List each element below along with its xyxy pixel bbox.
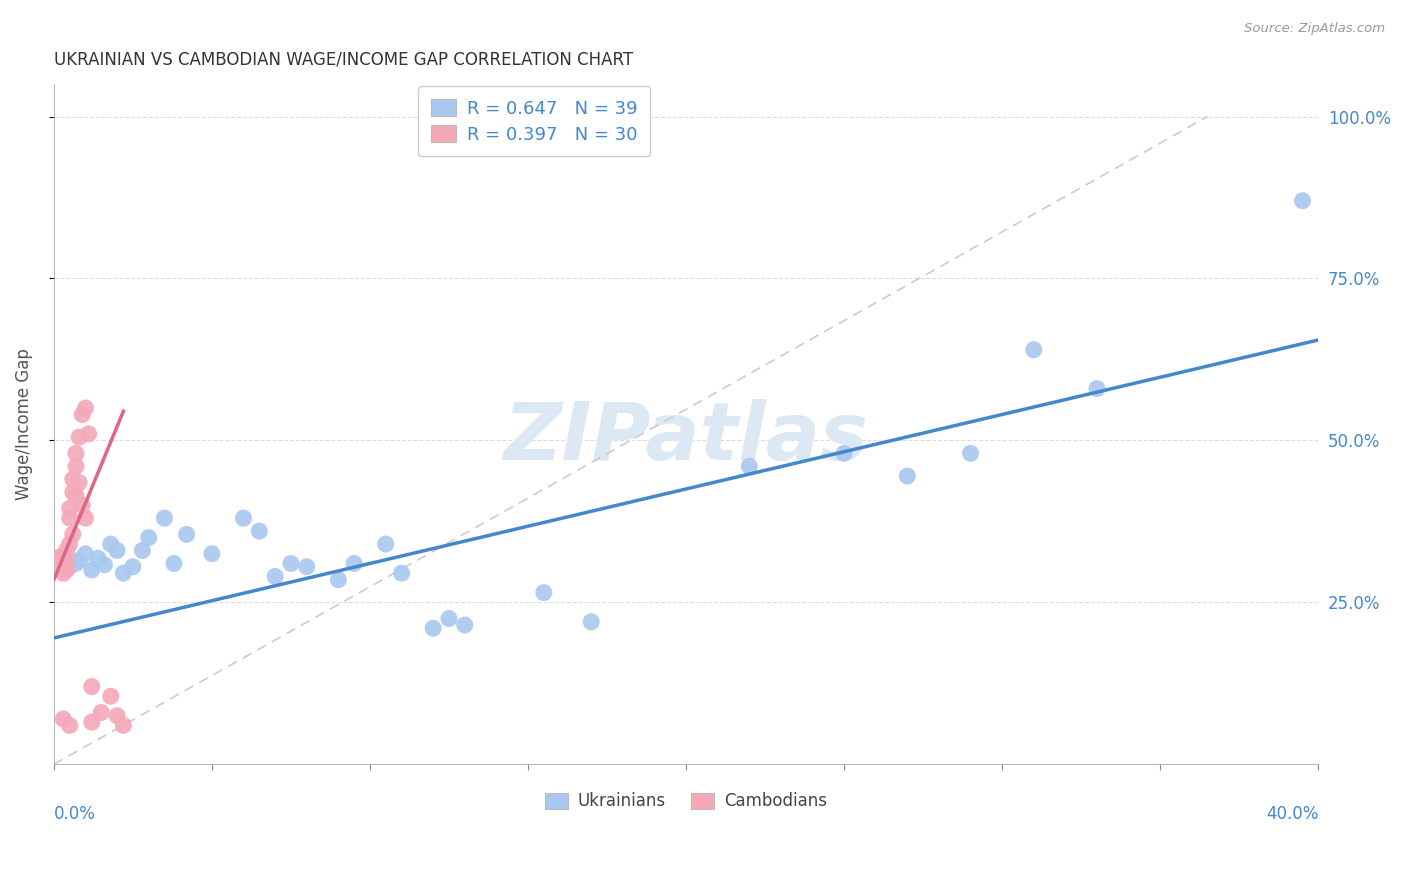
Point bbox=[67, 475, 90, 490]
Point bbox=[533, 585, 555, 599]
Point bbox=[280, 557, 302, 571]
Text: UKRAINIAN VS CAMBODIAN WAGE/INCOME GAP CORRELATION CHART: UKRAINIAN VS CAMBODIAN WAGE/INCOME GAP C… bbox=[53, 51, 633, 69]
Point bbox=[55, 543, 77, 558]
Point bbox=[77, 426, 100, 441]
Point bbox=[59, 501, 82, 516]
Point bbox=[67, 430, 90, 444]
Point bbox=[153, 511, 176, 525]
Point bbox=[55, 553, 77, 567]
Point bbox=[454, 618, 477, 632]
Point bbox=[295, 559, 318, 574]
Point bbox=[896, 469, 918, 483]
Point bbox=[80, 715, 103, 730]
Point bbox=[105, 708, 128, 723]
Text: ZIPatlas: ZIPatlas bbox=[503, 399, 869, 477]
Point bbox=[100, 690, 122, 704]
Point bbox=[62, 485, 84, 500]
Point bbox=[232, 511, 254, 525]
Point bbox=[112, 718, 135, 732]
Point bbox=[75, 511, 97, 525]
Point bbox=[80, 680, 103, 694]
Point bbox=[65, 557, 87, 571]
Point bbox=[59, 511, 82, 525]
Point bbox=[87, 551, 110, 566]
Point bbox=[579, 615, 602, 629]
Point bbox=[52, 559, 75, 574]
Text: 40.0%: 40.0% bbox=[1265, 805, 1319, 823]
Point bbox=[67, 553, 90, 567]
Point bbox=[52, 712, 75, 726]
Point bbox=[738, 459, 761, 474]
Point bbox=[105, 543, 128, 558]
Point bbox=[65, 459, 87, 474]
Point bbox=[80, 563, 103, 577]
Text: Source: ZipAtlas.com: Source: ZipAtlas.com bbox=[1244, 22, 1385, 36]
Point bbox=[391, 566, 413, 581]
Point bbox=[90, 706, 112, 720]
Point bbox=[374, 537, 396, 551]
Point bbox=[1291, 194, 1313, 208]
Point bbox=[121, 559, 143, 574]
Point bbox=[59, 559, 82, 574]
Point bbox=[75, 547, 97, 561]
Point bbox=[832, 446, 855, 460]
Point bbox=[131, 543, 153, 558]
Point bbox=[264, 569, 287, 583]
Point bbox=[49, 549, 72, 564]
Point bbox=[75, 401, 97, 415]
Legend: Ukrainians, Cambodians: Ukrainians, Cambodians bbox=[538, 786, 834, 817]
Point bbox=[55, 563, 77, 577]
Point bbox=[52, 549, 75, 564]
Point bbox=[176, 527, 198, 541]
Point bbox=[65, 446, 87, 460]
Point bbox=[163, 557, 186, 571]
Point bbox=[72, 408, 94, 422]
Point bbox=[343, 557, 366, 571]
Point bbox=[59, 718, 82, 732]
Point bbox=[72, 498, 94, 512]
Point bbox=[138, 531, 160, 545]
Y-axis label: Wage/Income Gap: Wage/Income Gap bbox=[15, 348, 32, 500]
Point bbox=[62, 472, 84, 486]
Point bbox=[52, 566, 75, 581]
Point bbox=[1085, 382, 1108, 396]
Point bbox=[112, 566, 135, 581]
Point bbox=[959, 446, 981, 460]
Point bbox=[65, 488, 87, 502]
Point bbox=[62, 527, 84, 541]
Point bbox=[247, 524, 270, 538]
Text: 0.0%: 0.0% bbox=[53, 805, 96, 823]
Point bbox=[100, 537, 122, 551]
Point bbox=[93, 558, 115, 572]
Point bbox=[59, 537, 82, 551]
Point bbox=[328, 573, 350, 587]
Point bbox=[201, 547, 224, 561]
Point bbox=[437, 611, 460, 625]
Point bbox=[422, 621, 444, 635]
Point bbox=[1022, 343, 1045, 357]
